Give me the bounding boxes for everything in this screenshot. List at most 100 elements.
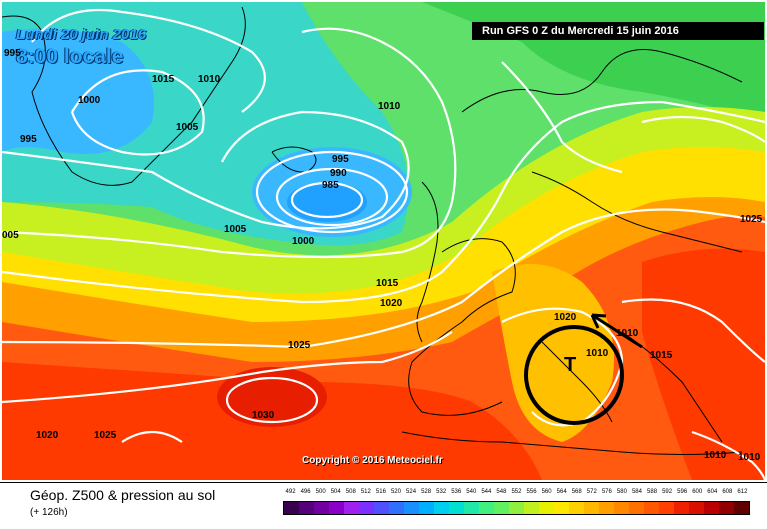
isobar-label: 1010: [704, 450, 727, 461]
isobar-1020: [2, 208, 765, 349]
isobar-label: 995: [4, 48, 21, 59]
isobar-label: 1020: [36, 430, 59, 441]
scale-label: 548: [496, 489, 507, 495]
scale-swatch: [314, 502, 329, 514]
scale-label: 496: [300, 489, 311, 495]
scale-swatch: [509, 502, 524, 514]
isobar-label: 1020: [380, 298, 403, 309]
scale-swatch: [614, 502, 629, 514]
scale-label: 520: [390, 489, 401, 495]
scale-label: 552: [511, 489, 522, 495]
run-info-banner: Run GFS 0 Z du Mercredi 15 juin 2016: [472, 22, 764, 40]
scale-label: 516: [375, 489, 386, 495]
isobar-label: 1025: [740, 214, 763, 225]
isobar-990: [275, 167, 389, 227]
scale-swatch: [299, 502, 314, 514]
scale-swatch: [584, 502, 599, 514]
arrow-head: [590, 313, 607, 329]
scandinavia-coast: [461, 49, 743, 113]
isobar-label: 1015: [376, 278, 399, 289]
isobar-label: 1010: [738, 452, 761, 463]
isobar-1025: [2, 331, 453, 404]
scale-swatch: [644, 502, 659, 514]
weather-map: Lundi 20 juin 2016 8:00 locale Run GFS 0…: [2, 2, 765, 480]
scale-label: 600: [692, 489, 703, 495]
field-blue-low-core: [287, 182, 367, 222]
scale-label: 608: [722, 489, 733, 495]
scale-bar: [283, 501, 750, 515]
scale-swatch: [689, 502, 704, 514]
copyright-text: Copyright © 2016 Meteociel.fr: [302, 455, 443, 466]
greenland-coast: [2, 6, 246, 186]
scale-labels: 492 496 500 504 508 512 516 520 524 528 532 536 540 5…: [283, 489, 750, 501]
color-scale: 492 496 500 504 508 512 516 520 524 528 532 536 540 5…: [283, 489, 750, 515]
baltic-coast: [531, 171, 743, 253]
isobar-1015-scand: [501, 61, 623, 174]
scale-swatch: [284, 502, 299, 514]
scale-swatch: [599, 502, 614, 514]
isobar-1010-se: [691, 430, 765, 480]
isobar-label: 995: [20, 134, 37, 145]
scale-label: 556: [526, 489, 537, 495]
scale-swatch: [734, 502, 749, 514]
scale-label: 592: [662, 489, 673, 495]
scale-swatch: [674, 502, 689, 514]
scale-label: 596: [677, 489, 688, 495]
scale-label: 536: [451, 489, 462, 495]
france-coast: [408, 238, 516, 416]
scale-swatch: [449, 502, 464, 514]
north-africa-coast: [401, 431, 743, 455]
scale-swatch: [629, 502, 644, 514]
scale-label: 580: [616, 489, 627, 495]
isobar-label: 1010: [378, 101, 401, 112]
isobar-1030: [225, 376, 319, 424]
isobar-985: [290, 181, 364, 219]
scale-label: 504: [330, 489, 341, 495]
valid-date: Lundi 20 juin 2016: [16, 26, 147, 43]
scale-swatch: [464, 502, 479, 514]
isobar-995: [255, 150, 409, 234]
isobar-1005: [2, 110, 410, 230]
legend-subtitle: (+ 126h): [30, 507, 68, 518]
isobar-label: 985: [322, 180, 339, 191]
scale-swatch: [344, 502, 359, 514]
low-pressure-marker: T: [564, 354, 577, 376]
scale-label: 604: [707, 489, 718, 495]
isobars: [2, 8, 765, 480]
scale-swatch: [524, 502, 539, 514]
scale-label: 588: [647, 489, 658, 495]
scale-label: 500: [315, 489, 326, 495]
scale-swatch: [359, 502, 374, 514]
isobar-label: 1025: [94, 430, 117, 441]
legend-bar: Géop. Z500 & pression au sol (+ 126h) 49…: [0, 482, 767, 529]
scale-swatch: [719, 502, 734, 514]
scale-label: 584: [631, 489, 642, 495]
low-highlight-circle: [524, 325, 624, 425]
isobar-1015: [2, 100, 765, 304]
scale-label: 508: [345, 489, 356, 495]
isobar-label: 1000: [78, 95, 101, 106]
scale-label: 564: [556, 489, 567, 495]
legend-title: Géop. Z500 & pression au sol: [30, 487, 216, 503]
scale-label: 572: [586, 489, 597, 495]
scale-label: 532: [436, 489, 447, 495]
scale-swatch: [419, 502, 434, 514]
scale-swatch: [494, 502, 509, 514]
scale-swatch: [704, 502, 719, 514]
isobar-1015-a: [70, 69, 205, 156]
scale-swatch: [554, 502, 569, 514]
isobar-1015-east: [621, 298, 765, 363]
isobar-label: 1005: [224, 224, 247, 235]
isobar-1010-ne: [641, 115, 765, 143]
isobar-label: 1015: [152, 74, 175, 85]
scale-swatch: [569, 502, 584, 514]
isobar-1020-sw: [121, 431, 183, 443]
isobar-label: 1010: [198, 74, 221, 85]
scale-label: 492: [285, 489, 296, 495]
scale-label: 540: [466, 489, 477, 495]
scale-label: 568: [571, 489, 582, 495]
scale-label: 524: [406, 489, 417, 495]
iceland-coast: [271, 146, 317, 173]
field-lightblue-west: [2, 28, 154, 155]
